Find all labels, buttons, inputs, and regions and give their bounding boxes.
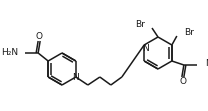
Text: NH₂: NH₂ (205, 59, 208, 68)
Text: O: O (179, 77, 186, 86)
Text: N: N (72, 72, 79, 81)
Text: H₂N: H₂N (1, 48, 18, 56)
Text: Br: Br (135, 20, 145, 29)
Text: Br: Br (184, 28, 194, 37)
Text: O: O (36, 32, 43, 41)
Text: N: N (142, 44, 149, 53)
